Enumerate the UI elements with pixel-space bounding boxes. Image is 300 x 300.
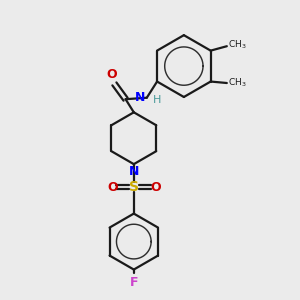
Text: F: F (130, 276, 138, 289)
Text: CH$_3$: CH$_3$ (228, 39, 247, 51)
Text: CH$_3$: CH$_3$ (228, 77, 247, 89)
Text: N: N (135, 91, 145, 103)
Text: H: H (153, 95, 162, 105)
Text: O: O (107, 68, 117, 81)
Text: O: O (150, 181, 160, 194)
Text: S: S (129, 180, 139, 194)
Text: O: O (107, 181, 118, 194)
Text: N: N (129, 165, 139, 178)
